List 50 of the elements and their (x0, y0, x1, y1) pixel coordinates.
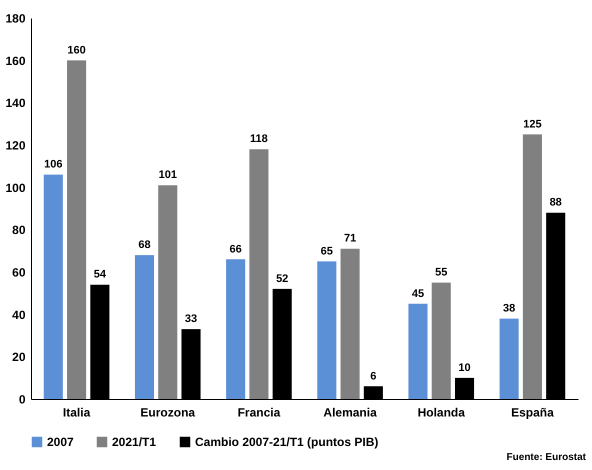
bar (317, 261, 336, 399)
source-note: Fuente: Eurostat (506, 452, 586, 463)
bar (44, 174, 63, 399)
data-label: 160 (67, 44, 86, 56)
data-label: 54 (94, 268, 107, 281)
y-tick-label: 0 (18, 392, 26, 406)
bar (134, 255, 154, 399)
y-tick-label: 100 (5, 180, 26, 195)
data-label: 71 (344, 232, 356, 245)
data-label: 68 (138, 239, 151, 252)
data-label: 52 (276, 272, 288, 285)
bar (432, 282, 451, 399)
legend-label: 2021/T1 (112, 435, 156, 449)
data-label: 10 (458, 362, 471, 374)
data-label: 118 (250, 133, 268, 146)
data-label: 38 (503, 302, 516, 315)
y-tick-label: 140 (5, 96, 26, 110)
y-tick-label: 160 (5, 54, 26, 68)
bar (340, 248, 360, 399)
data-label: 101 (158, 169, 177, 182)
x-tick-label: Francia (238, 406, 281, 420)
data-label: 88 (550, 196, 562, 209)
bar (67, 60, 86, 399)
y-tick-label: 40 (12, 308, 26, 322)
x-tick-label: Holanda (418, 406, 466, 420)
bar (500, 318, 519, 399)
bar (408, 304, 428, 399)
y-tick-label: 180 (5, 12, 26, 26)
bar (522, 134, 542, 399)
data-label: 45 (412, 288, 424, 300)
y-tick-label: 120 (5, 138, 26, 152)
bar (249, 149, 268, 399)
data-label: 66 (230, 243, 242, 256)
bar (226, 259, 246, 399)
x-tick-label: Eurozona (140, 406, 196, 420)
x-tick-label: Italia (62, 406, 91, 420)
y-tick-label: 20 (12, 350, 26, 364)
data-label: 106 (44, 158, 62, 171)
legend-label: 2007 (47, 435, 74, 449)
y-tick-label: 80 (12, 223, 26, 238)
x-tick-label: Alemania (323, 406, 378, 420)
x-tick-label: España (511, 406, 554, 420)
data-label: 125 (523, 118, 542, 130)
data-label: 55 (435, 266, 448, 279)
y-tick-label: 60 (12, 266, 26, 280)
data-label: 6 (370, 370, 376, 382)
data-label: 33 (184, 313, 198, 326)
data-label: 65 (320, 245, 333, 258)
legend-label: Cambio 2007-21/T1 (puntos PIB) (195, 435, 378, 449)
bar (158, 185, 178, 399)
